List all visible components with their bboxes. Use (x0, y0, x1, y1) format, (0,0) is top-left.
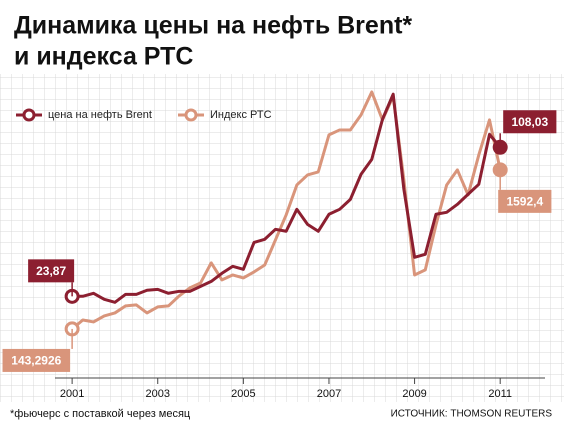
value-label-box (503, 110, 557, 134)
chart-title: и индекса РТС (14, 43, 193, 71)
grid-paper (0, 74, 564, 402)
value-label: 1592,4 (506, 195, 543, 209)
value-label: 23,87 (36, 264, 66, 278)
chart-title: Динамика цены на нефть Brent* (14, 12, 412, 40)
value-label-box (28, 259, 75, 283)
source: ИСТОЧНИК: THOMSON REUTERS (391, 409, 553, 420)
legend-marker (184, 108, 198, 122)
x-tick-label: 2001 (60, 388, 84, 400)
x-tick-label: 2005 (231, 388, 255, 400)
x-tick-label: 2011 (488, 388, 512, 400)
footnote: *фьючерс с поставкой через месяц (10, 408, 191, 420)
series-line (71, 90, 502, 331)
x-tick-label: 2007 (317, 388, 341, 400)
x-tick-label: 2009 (402, 388, 426, 400)
series-line (72, 92, 502, 304)
value-label-box (498, 189, 552, 213)
value-label: 143,2926 (11, 354, 61, 368)
value-label-box (2, 348, 71, 372)
legend-label: Индекс РТС (210, 109, 272, 121)
legend-marker (22, 108, 36, 122)
legend-label: цена на нефть Brent (48, 109, 152, 121)
x-tick-label: 2003 (145, 388, 169, 400)
value-label: 108,03 (511, 115, 548, 129)
title-band (0, 0, 564, 74)
